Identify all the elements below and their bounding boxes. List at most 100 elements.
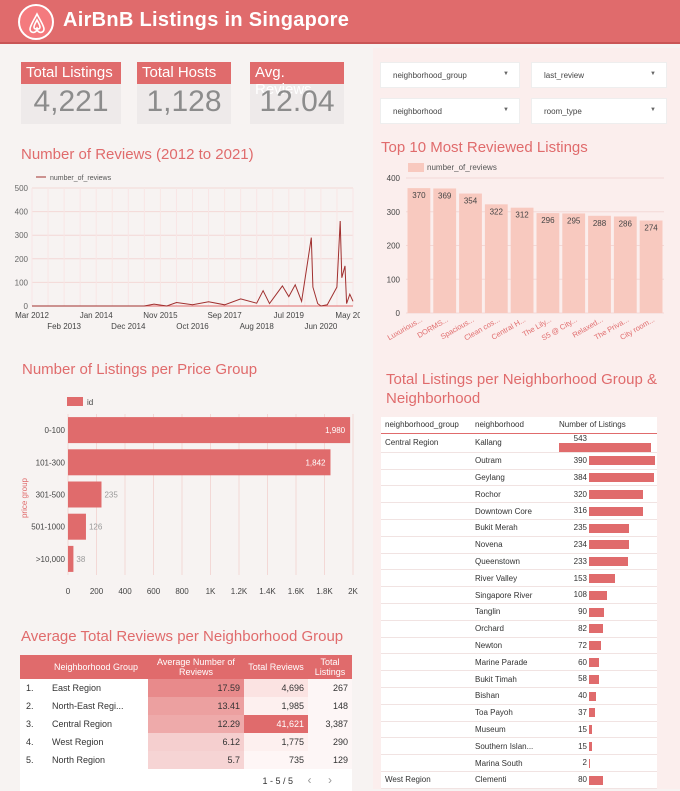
bar[interactable] [510,207,534,313]
kpi-value: 12.04 [259,85,335,118]
y-tick-label: 500 [15,184,29,193]
kpi-total-listings: Total Listings 4,221 [21,62,121,124]
chevron-down-icon: ▼ [650,107,656,113]
y-tick-label: 0 [24,302,29,311]
table-row[interactable]: Bukit Timah 58 [381,670,657,689]
table-row[interactable]: Toa Payoh 37 [381,704,657,722]
col-header[interactable]: neighborhood [471,417,555,434]
x-tick-label: Jul 2019 [274,311,305,320]
table-row[interactable]: Newton 72 [381,637,657,655]
table-row[interactable]: Downtown Core 316 [381,502,657,521]
bar[interactable] [68,513,86,540]
cell-neighborhood: Geylang [471,469,555,487]
row-index: 5. [26,755,34,765]
table-row[interactable]: Central Region Kallang 543 [381,432,657,453]
x-tick-label: 1.8K [316,587,333,596]
cell-listings: 148 [308,697,352,715]
table-row[interactable]: Singapore River 108 [381,586,657,605]
filter-room-type[interactable]: room_type ▼ [531,98,667,124]
chevron-left-icon[interactable]: ‹ [307,773,312,787]
count-value: 40 [578,691,587,701]
x-tick-label: 1K [206,587,216,596]
table-row[interactable]: Southern Islan... 15 [381,737,657,756]
count-bar [589,708,596,718]
col-header[interactable]: Total Reviews [244,655,308,679]
cell-count: 153 [555,569,657,588]
table-row[interactable]: Orchard 82 [381,620,657,638]
x-tick-label: 2K [348,587,358,596]
bar[interactable] [562,213,586,313]
bar-value-label: 296 [541,216,555,225]
cell-avg: 17.59 [148,679,244,697]
cell-count: 58 [555,670,657,689]
table-row[interactable]: Bishan 40 [381,687,657,705]
cell-listings: 267 [308,679,352,697]
table-row[interactable]: 2. North-East Regi... 13.41 1,985 148 [20,697,352,715]
col-header[interactable]: Total Listings [308,655,352,679]
x-tick-label: May 2021 [335,311,360,320]
cell-group [381,519,471,537]
table-row[interactable]: Marine Parade 60 [381,653,657,672]
x-tick-label: Aug 2018 [240,322,275,331]
table-row[interactable]: Tanglin 90 [381,603,657,621]
bar[interactable] [639,220,663,313]
cell-count: 82 [555,620,657,638]
table-row[interactable]: West Region Clementi 80 [381,771,657,789]
chevron-right-icon[interactable]: › [328,773,332,787]
table-row[interactable]: Bukit Merah 235 [381,519,657,537]
table-row[interactable]: 5. North Region 5.7 735 129 [20,751,352,769]
table-row[interactable]: 4. West Region 6.12 1,775 290 [20,733,352,751]
bar[interactable] [407,188,431,313]
table-row[interactable]: Rochor 320 [381,485,657,504]
bar[interactable] [588,215,611,313]
bar[interactable] [68,481,102,508]
bar[interactable] [68,417,351,444]
bar[interactable] [613,216,637,313]
count-value: 234 [573,540,587,550]
col-header[interactable]: Neighborhood Group [44,655,148,679]
cell-total: 1,985 [244,697,308,715]
count-value: 37 [578,708,587,718]
bar[interactable] [536,213,560,313]
cell-group [381,586,471,605]
table-row[interactable]: Marina South 2 [381,754,657,773]
cell-avg: 12.29 [148,715,244,733]
pagination-label: 1 - 5 / 5 [262,776,293,786]
cell-group: Central Region [381,432,471,453]
bar-value-label: 1,842 [305,458,326,467]
table-row[interactable]: Outram 390 [381,452,657,470]
filter-last-review[interactable]: last_review ▼ [531,62,667,88]
legend-swatch [67,397,83,406]
col-header[interactable]: Average Number of Reviews [148,655,244,679]
filter-neighborhood[interactable]: neighborhood ▼ [380,98,520,124]
count-value: 543 [573,433,587,443]
table-row[interactable]: Novena 234 [381,536,657,554]
row-index: 4. [26,737,34,747]
table-row[interactable]: 1. East Region 17.59 4,696 267 [20,679,352,697]
table-row[interactable]: Geylang 384 [381,469,657,487]
cell-group [381,469,471,487]
bar[interactable] [484,204,508,313]
count-bar [589,456,656,466]
bar[interactable] [459,193,482,313]
cell-avg: 5.7 [148,751,244,769]
x-tick-label: 800 [175,587,189,596]
cell-group [381,536,471,554]
cell-group [381,603,471,621]
table-row[interactable]: Museum 15 [381,721,657,739]
cell-group: Central Region [52,719,113,729]
col-header[interactable]: neighborhood_group [381,417,471,434]
filter-neighborhood-group[interactable]: neighborhood_group ▼ [380,62,520,88]
table-row[interactable]: Queenstown 233 [381,553,657,571]
bar[interactable] [68,449,331,476]
bar[interactable] [68,545,74,572]
bar-value-label: 369 [438,191,452,200]
count-bar [559,442,651,452]
cell-count: 15 [555,737,657,756]
cell-group [381,452,471,470]
col-header[interactable]: Number of Listings [555,417,657,434]
reviews-chart-title: Number of Reviews (2012 to 2021) [21,146,254,163]
table-row[interactable]: River Valley 153 [381,569,657,588]
table-row[interactable]: 3. Central Region 12.29 41,621 3,387 [20,715,352,733]
bar[interactable] [433,188,457,313]
